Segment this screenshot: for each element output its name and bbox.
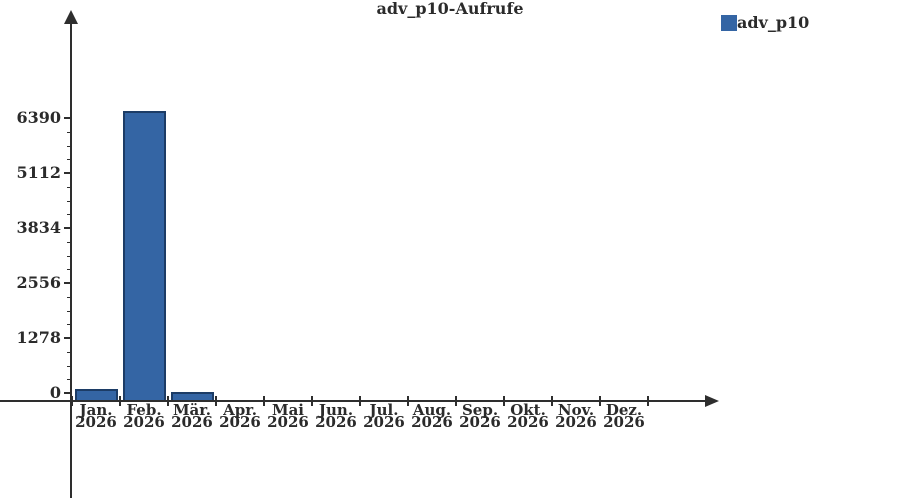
x-category-year: 2026 <box>75 413 117 431</box>
y-minor-tick <box>67 379 71 380</box>
x-category-month: Jul. <box>369 401 399 419</box>
x-category-label: Feb. 2026 <box>120 401 168 431</box>
y-minor-tick <box>67 146 71 147</box>
x-tick <box>167 396 169 406</box>
x-category-label: Mär. 2026 <box>168 401 216 431</box>
x-tick <box>263 396 265 406</box>
x-tick <box>407 396 409 406</box>
x-category-year: 2026 <box>507 413 549 431</box>
x-tick <box>599 396 601 406</box>
y-minor-tick <box>67 366 71 367</box>
x-category-month: Apr. <box>223 401 257 419</box>
y-minor-tick <box>67 159 71 160</box>
y-tick <box>64 282 71 284</box>
y-tick <box>64 337 71 339</box>
x-tick <box>71 396 73 406</box>
x-category-year: 2026 <box>459 413 501 431</box>
y-tick-label: 2556 <box>16 273 61 292</box>
x-category-label: Apr. 2026 <box>216 401 264 431</box>
x-category-month: Feb. <box>126 401 162 419</box>
x-category-month: Nov. <box>557 401 595 419</box>
y-tick-label: 5112 <box>16 163 61 182</box>
x-tick <box>359 396 361 406</box>
chart-title: adv_p10-Aufrufe <box>376 0 524 18</box>
x-tick <box>503 396 505 406</box>
legend-label: adv_p10 <box>737 13 810 32</box>
x-axis-arrow-icon <box>705 395 719 407</box>
y-minor-tick <box>67 187 71 188</box>
y-axis-line <box>70 22 72 498</box>
x-category-month: Mär. <box>172 401 212 419</box>
bar <box>123 111 166 402</box>
y-minor-tick <box>67 352 71 353</box>
x-category-year: 2026 <box>603 413 645 431</box>
y-minor-tick <box>67 311 71 312</box>
x-tick <box>311 396 313 406</box>
x-category-label: Nov. 2026 <box>552 401 600 431</box>
y-tick-label: 3834 <box>16 218 61 237</box>
x-category-label: Jul. 2026 <box>360 401 408 431</box>
x-category-month: Jun. <box>318 401 354 419</box>
x-category-year: 2026 <box>123 413 165 431</box>
x-tick <box>551 396 553 406</box>
x-axis-line <box>0 400 706 402</box>
x-category-year: 2026 <box>267 413 309 431</box>
x-category-month: Dez. <box>605 401 643 419</box>
y-tick-label: 1278 <box>16 328 61 347</box>
y-tick-label: 6390 <box>16 108 61 127</box>
y-minor-tick <box>67 256 71 257</box>
y-tick <box>64 172 71 174</box>
x-category-month: Sep. <box>461 401 499 419</box>
x-category-label: Okt. 2026 <box>504 401 552 431</box>
x-category-month: Mai <box>271 401 305 419</box>
x-category-label: Dez. 2026 <box>600 401 648 431</box>
x-category-label: Mai 2026 <box>264 401 312 431</box>
y-minor-tick <box>67 201 71 202</box>
y-minor-tick <box>67 242 71 243</box>
y-minor-tick <box>67 132 71 133</box>
x-tick <box>215 396 217 406</box>
legend-swatch-icon <box>721 15 737 31</box>
y-tick <box>64 227 71 229</box>
x-category-year: 2026 <box>555 413 597 431</box>
bar <box>75 389 118 402</box>
x-category-label: Sep. 2026 <box>456 401 504 431</box>
x-category-year: 2026 <box>315 413 357 431</box>
x-tick <box>455 396 457 406</box>
x-tick <box>119 396 121 406</box>
x-category-label: Aug. 2026 <box>408 401 456 431</box>
x-category-label: Jun. 2026 <box>312 401 360 431</box>
y-minor-tick <box>67 324 71 325</box>
y-tick <box>64 117 71 119</box>
y-tick-label: 0 <box>49 383 61 402</box>
y-minor-tick <box>67 297 71 298</box>
y-axis-arrow-icon <box>64 10 78 24</box>
bar <box>171 391 214 402</box>
x-category-label: Jan. 2026 <box>72 401 120 431</box>
y-tick <box>64 392 71 394</box>
legend: adv_p10 <box>721 15 809 31</box>
x-category-month: Okt. <box>510 401 546 419</box>
x-category-month: Aug. <box>412 401 452 419</box>
x-category-month: Jan. <box>79 401 113 419</box>
x-category-year: 2026 <box>171 413 213 431</box>
x-category-year: 2026 <box>363 413 405 431</box>
x-category-year: 2026 <box>411 413 453 431</box>
y-minor-tick <box>67 269 71 270</box>
x-category-year: 2026 <box>219 413 261 431</box>
x-tick <box>647 396 649 406</box>
y-minor-tick <box>67 214 71 215</box>
